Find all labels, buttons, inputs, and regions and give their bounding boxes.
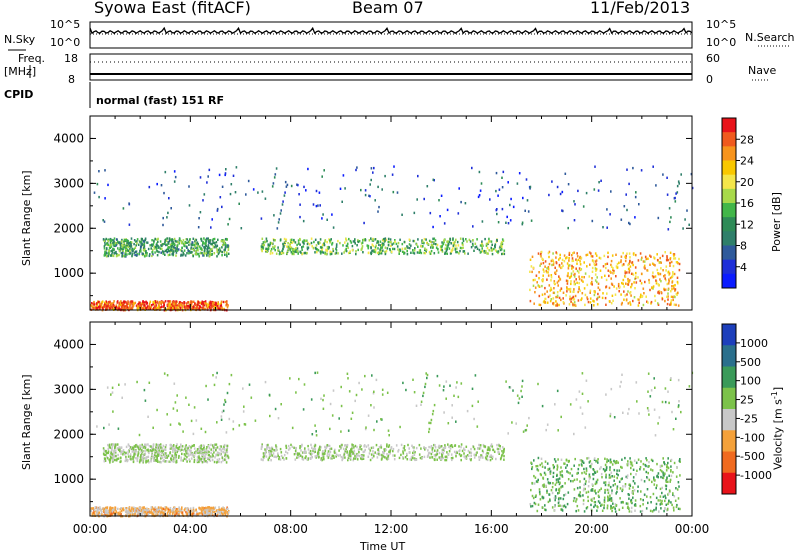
velocity-colorbar-segment bbox=[722, 451, 736, 474]
nsearch-tick-low: 10^0 bbox=[706, 36, 737, 49]
power-colorbar-segment bbox=[722, 146, 736, 161]
velocity-ytick-label: 3000 bbox=[53, 382, 84, 396]
velocity-colorbar-segment bbox=[722, 345, 736, 367]
beam-label: Beam 07 bbox=[352, 0, 424, 17]
freq-tick-high: 18 bbox=[64, 52, 78, 65]
power-colorbar-segment bbox=[722, 231, 736, 246]
power-colorbar-tick-label: 4 bbox=[740, 261, 747, 274]
nsky-panel bbox=[89, 21, 693, 49]
power-colorbar-tick-label: 12 bbox=[740, 218, 754, 231]
nave-tick-high: 60 bbox=[706, 52, 720, 65]
freq-label-line2: [MHz] bbox=[4, 65, 37, 78]
cpid-label: CPID bbox=[4, 88, 34, 101]
power-ytick-label: 3000 bbox=[53, 176, 84, 190]
nsearch-tick-high: 10^5 bbox=[706, 18, 737, 31]
velocity-colorbar-frame bbox=[721, 323, 737, 495]
xtick-label: 20:00 bbox=[574, 522, 609, 536]
power-colorbar-segment bbox=[722, 132, 736, 147]
velocity-colorbar-tick-label: -100 bbox=[740, 431, 765, 444]
velocity-colorbar-segment bbox=[722, 430, 736, 452]
velocity-colorbar-tick-label: 1000 bbox=[740, 337, 768, 350]
velocity-colorbar-segment bbox=[722, 472, 736, 495]
velocity-ytick-label: 2000 bbox=[53, 427, 84, 441]
power-feature-0 bbox=[260, 237, 506, 256]
nsearch-label: N.Search bbox=[745, 31, 795, 44]
velocity-feature-1 bbox=[102, 443, 230, 464]
velocity-feature-4 bbox=[96, 371, 694, 437]
xtick-label: 08:00 bbox=[273, 522, 308, 536]
power-ytick-label: 2000 bbox=[53, 221, 84, 235]
xtick-label: 04:00 bbox=[173, 522, 208, 536]
power-colorbar-segment bbox=[722, 245, 736, 261]
power-colorbar-segment bbox=[722, 273, 736, 289]
xtick-label: 00:00 bbox=[73, 522, 108, 536]
power-feature-3 bbox=[529, 250, 681, 307]
freq-label-line1: Freq. bbox=[18, 52, 46, 65]
cpid-value: normal (fast) 151 RF bbox=[96, 94, 224, 107]
nsky-label: N.Sky bbox=[4, 33, 36, 46]
velocity-panel-frame bbox=[89, 321, 693, 517]
power-colorbar-segment bbox=[722, 160, 736, 176]
velocity-ytick-label: 1000 bbox=[53, 472, 84, 486]
power-ytick-label: 4000 bbox=[53, 131, 84, 145]
radar-title: Syowa East (fitACF) bbox=[94, 0, 251, 17]
power-colorbar-segment bbox=[722, 118, 736, 133]
velocity-colorbar-tick-label: 25 bbox=[740, 394, 754, 407]
power-colorbar-tick-label: 16 bbox=[740, 197, 754, 210]
power-colorbar-segment bbox=[722, 217, 736, 232]
nsky-curve bbox=[89, 26, 693, 35]
xtick-label: 16:00 bbox=[474, 522, 509, 536]
velocity-colorbar-tick-label: 100 bbox=[740, 375, 761, 388]
power-ytick-label: 1000 bbox=[53, 266, 84, 280]
xtick-label: 00:00 bbox=[675, 522, 710, 536]
power-colorbar-segment bbox=[722, 188, 736, 204]
x-axis-title: Time UT bbox=[360, 540, 406, 553]
power-colorbar-tick-label: 20 bbox=[740, 176, 754, 189]
freq-panel bbox=[89, 53, 693, 81]
power-colorbar-tick-label: 28 bbox=[740, 133, 754, 146]
power-feature-4 bbox=[93, 165, 694, 231]
nsky-tick-high: 10^5 bbox=[50, 18, 81, 31]
velocity-feature-0 bbox=[260, 443, 505, 462]
nave-label: Nave bbox=[748, 64, 777, 77]
nsky-tick-low: 10^0 bbox=[50, 36, 81, 49]
velocity-colorbar-tick-label: -500 bbox=[740, 450, 765, 463]
freq-tick-low: 8 bbox=[68, 73, 75, 86]
velocity-colorbar-segment bbox=[722, 387, 736, 410]
power-feature-1 bbox=[102, 237, 230, 258]
velocity-colorbar-segment bbox=[722, 324, 736, 346]
power-colorbar-segment bbox=[722, 259, 736, 275]
velocity-colorbar-tick-label: 500 bbox=[740, 356, 761, 369]
date-label: 11/Feb/2013 bbox=[590, 0, 691, 17]
velocity-feature-3 bbox=[529, 456, 681, 513]
power-colorbar-tick-label: 8 bbox=[740, 240, 747, 253]
velocity-colorbar-tick-label: -25 bbox=[740, 412, 758, 425]
velocity-ytick-label: 4000 bbox=[53, 337, 84, 351]
nave-tick-low: 0 bbox=[706, 73, 713, 86]
power-colorbar-tick-label: 24 bbox=[740, 155, 754, 168]
power-colorbar-segment bbox=[722, 203, 736, 218]
power-panel-frame bbox=[89, 115, 693, 311]
velocity-colorbar-tick-label: -1000 bbox=[740, 469, 772, 482]
velocity-colorbar-segment bbox=[722, 409, 736, 431]
power-colorbar-segment bbox=[722, 174, 736, 190]
xtick-label: 12:00 bbox=[374, 522, 409, 536]
velocity-colorbar-segment bbox=[722, 366, 736, 389]
